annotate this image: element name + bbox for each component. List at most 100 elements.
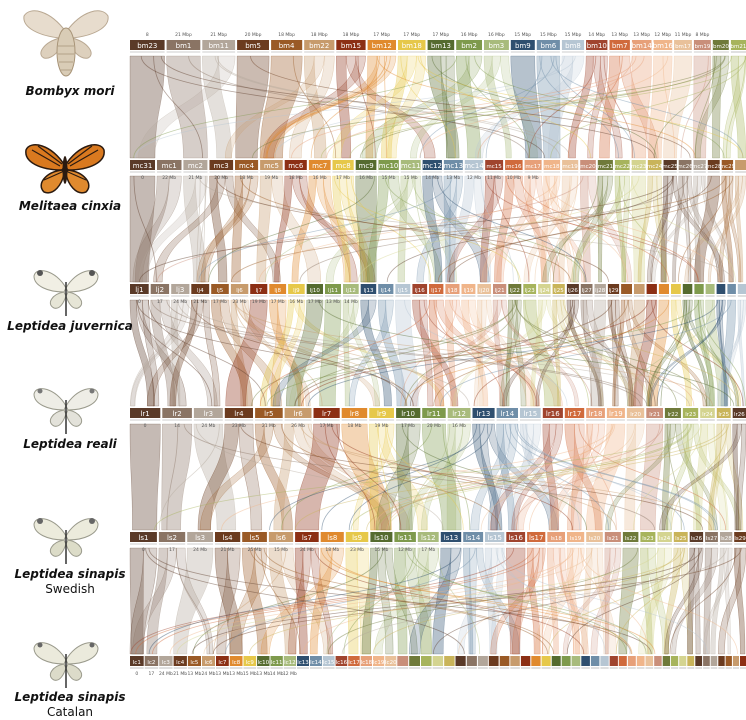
size-tick-label: 0 (138, 299, 141, 305)
synteny-ribbon (670, 299, 692, 407)
size-tick-label: 14 (174, 423, 180, 429)
chromosome-block-bm20 (712, 40, 729, 50)
chromosome-label: ls11 (398, 534, 413, 542)
synteny-ribbon (735, 423, 746, 531)
chromosome-block-lr14 (496, 408, 518, 418)
chromosome-label: lr2 (172, 410, 181, 418)
synteny-ribbon (723, 547, 731, 655)
synteny-ribbon (536, 55, 561, 159)
leptidea-sinapis-catalan-butterfly-image (33, 642, 99, 688)
chromosome-label: ls7 (302, 534, 312, 542)
chromosome-block-lj9 (288, 284, 305, 294)
chromosome-label: bm4 (279, 42, 295, 50)
size-tick-label: 17 (149, 671, 155, 677)
chromosome-label: lj16 (415, 288, 426, 294)
chromosome-block-lc4 (173, 656, 187, 666)
synteny-ribbon (452, 299, 563, 407)
synteny-ribbon (541, 175, 550, 283)
species-label-melitaea: Melitaea cinxia (0, 199, 140, 213)
size-tick-label: 17 Mb (213, 299, 227, 305)
chromosome-block-lc26 (455, 656, 466, 666)
chromosome-block-lj8 (269, 284, 287, 294)
synteny-ribbon (419, 299, 434, 407)
leptidea-juvernica-butterfly-image (33, 270, 99, 316)
synteny-ribbon (270, 299, 287, 407)
synteny-link (166, 423, 179, 531)
synteny-link (254, 547, 554, 655)
synteny-ribbon (619, 55, 659, 159)
size-tick-label: 24 Mb (159, 671, 173, 677)
synteny-ribbon (661, 423, 671, 531)
synteny-link (372, 423, 616, 531)
synteny-ribbon (624, 423, 636, 531)
synteny-ribbon (591, 547, 617, 655)
synteny-ribbon (716, 299, 746, 407)
chromosome-block-lj35 (682, 284, 693, 294)
synteny-ribbon (496, 423, 516, 531)
size-tick-label: 13 Mb (326, 299, 340, 305)
synteny-ribbon (443, 175, 451, 283)
synteny-ribbon (341, 423, 392, 531)
synteny-link (318, 299, 735, 407)
synteny-ribbon (523, 299, 560, 407)
synteny-ribbon (524, 175, 548, 283)
species-label-sinapis-catalan: Leptidea sinapis Catalan (0, 690, 140, 719)
synteny-link (152, 547, 540, 655)
chromosome-block-ls24 (657, 532, 672, 542)
chromosome-block-mc30 (735, 160, 746, 170)
synteny-ribbon (647, 175, 673, 283)
size-tick-label: 17 Mbp (403, 32, 420, 38)
synteny-ribbon (405, 423, 471, 531)
synteny-ribbon (476, 547, 521, 655)
synteny-ribbon (585, 423, 626, 531)
synteny-link (550, 55, 744, 159)
synteny-ribbon (687, 175, 723, 283)
synteny-ribbon (501, 299, 579, 407)
size-tick-label: 17 Mb (271, 299, 285, 305)
synteny-link (567, 55, 623, 159)
chromosome-block-lc44 (636, 656, 645, 666)
chromosome-label: lj14 (381, 288, 392, 294)
chromosome-block-lr6 (284, 408, 312, 418)
chromosome-label: lr12 (452, 410, 466, 418)
synteny-ribbon (197, 423, 240, 531)
synteny-link (292, 55, 337, 159)
synteny-link (320, 55, 733, 159)
size-tick-label: 21 Mbp (175, 32, 192, 38)
species-label-juvernica: Leptidea juvernica (0, 319, 140, 333)
synteny-ribbon (718, 547, 746, 655)
synteny-ribbon (214, 547, 243, 655)
synteny-ribbon (229, 547, 268, 655)
chromosome-label: mc23 (631, 164, 647, 170)
synteny-link (153, 55, 203, 159)
chromosome-block-lj16 (412, 284, 428, 294)
synteny-link (615, 547, 685, 655)
chromosome-block-bm15 (336, 40, 366, 50)
chromosome-label: mc12 (422, 162, 442, 170)
synteny-link (333, 175, 521, 283)
synteny-ribbon (652, 175, 668, 283)
synteny-ribbon (289, 299, 359, 407)
synteny-link (192, 547, 384, 655)
synteny-ribbon (299, 175, 358, 283)
chromosome-block-mc28 (707, 160, 720, 170)
chromosome-block-lj11 (325, 284, 341, 294)
chromosome-label: bm15 (341, 42, 361, 50)
chromosome-label: bm20 (713, 44, 729, 50)
size-tick-label: 17 (157, 299, 163, 305)
synteny-ribbon (210, 299, 253, 407)
chromosome-label: ls20 (589, 536, 601, 542)
synteny-ribbon (618, 547, 639, 655)
chromosome-block-bm3 (484, 40, 509, 50)
synteny-ribbon (412, 299, 459, 407)
size-tick-label: 0 (142, 547, 145, 553)
size-tick-label: 17 Mbp (373, 32, 390, 38)
chromosome-block-bm23 (130, 40, 165, 50)
size-tick-label: 18 Mb (348, 423, 362, 429)
synteny-link (582, 299, 592, 407)
synteny-ribbon (435, 299, 541, 407)
synteny-link (198, 175, 734, 283)
synteny-link (694, 55, 715, 159)
size-tick-label: 24 Mb (201, 423, 215, 429)
synteny-ribbon (474, 55, 585, 159)
